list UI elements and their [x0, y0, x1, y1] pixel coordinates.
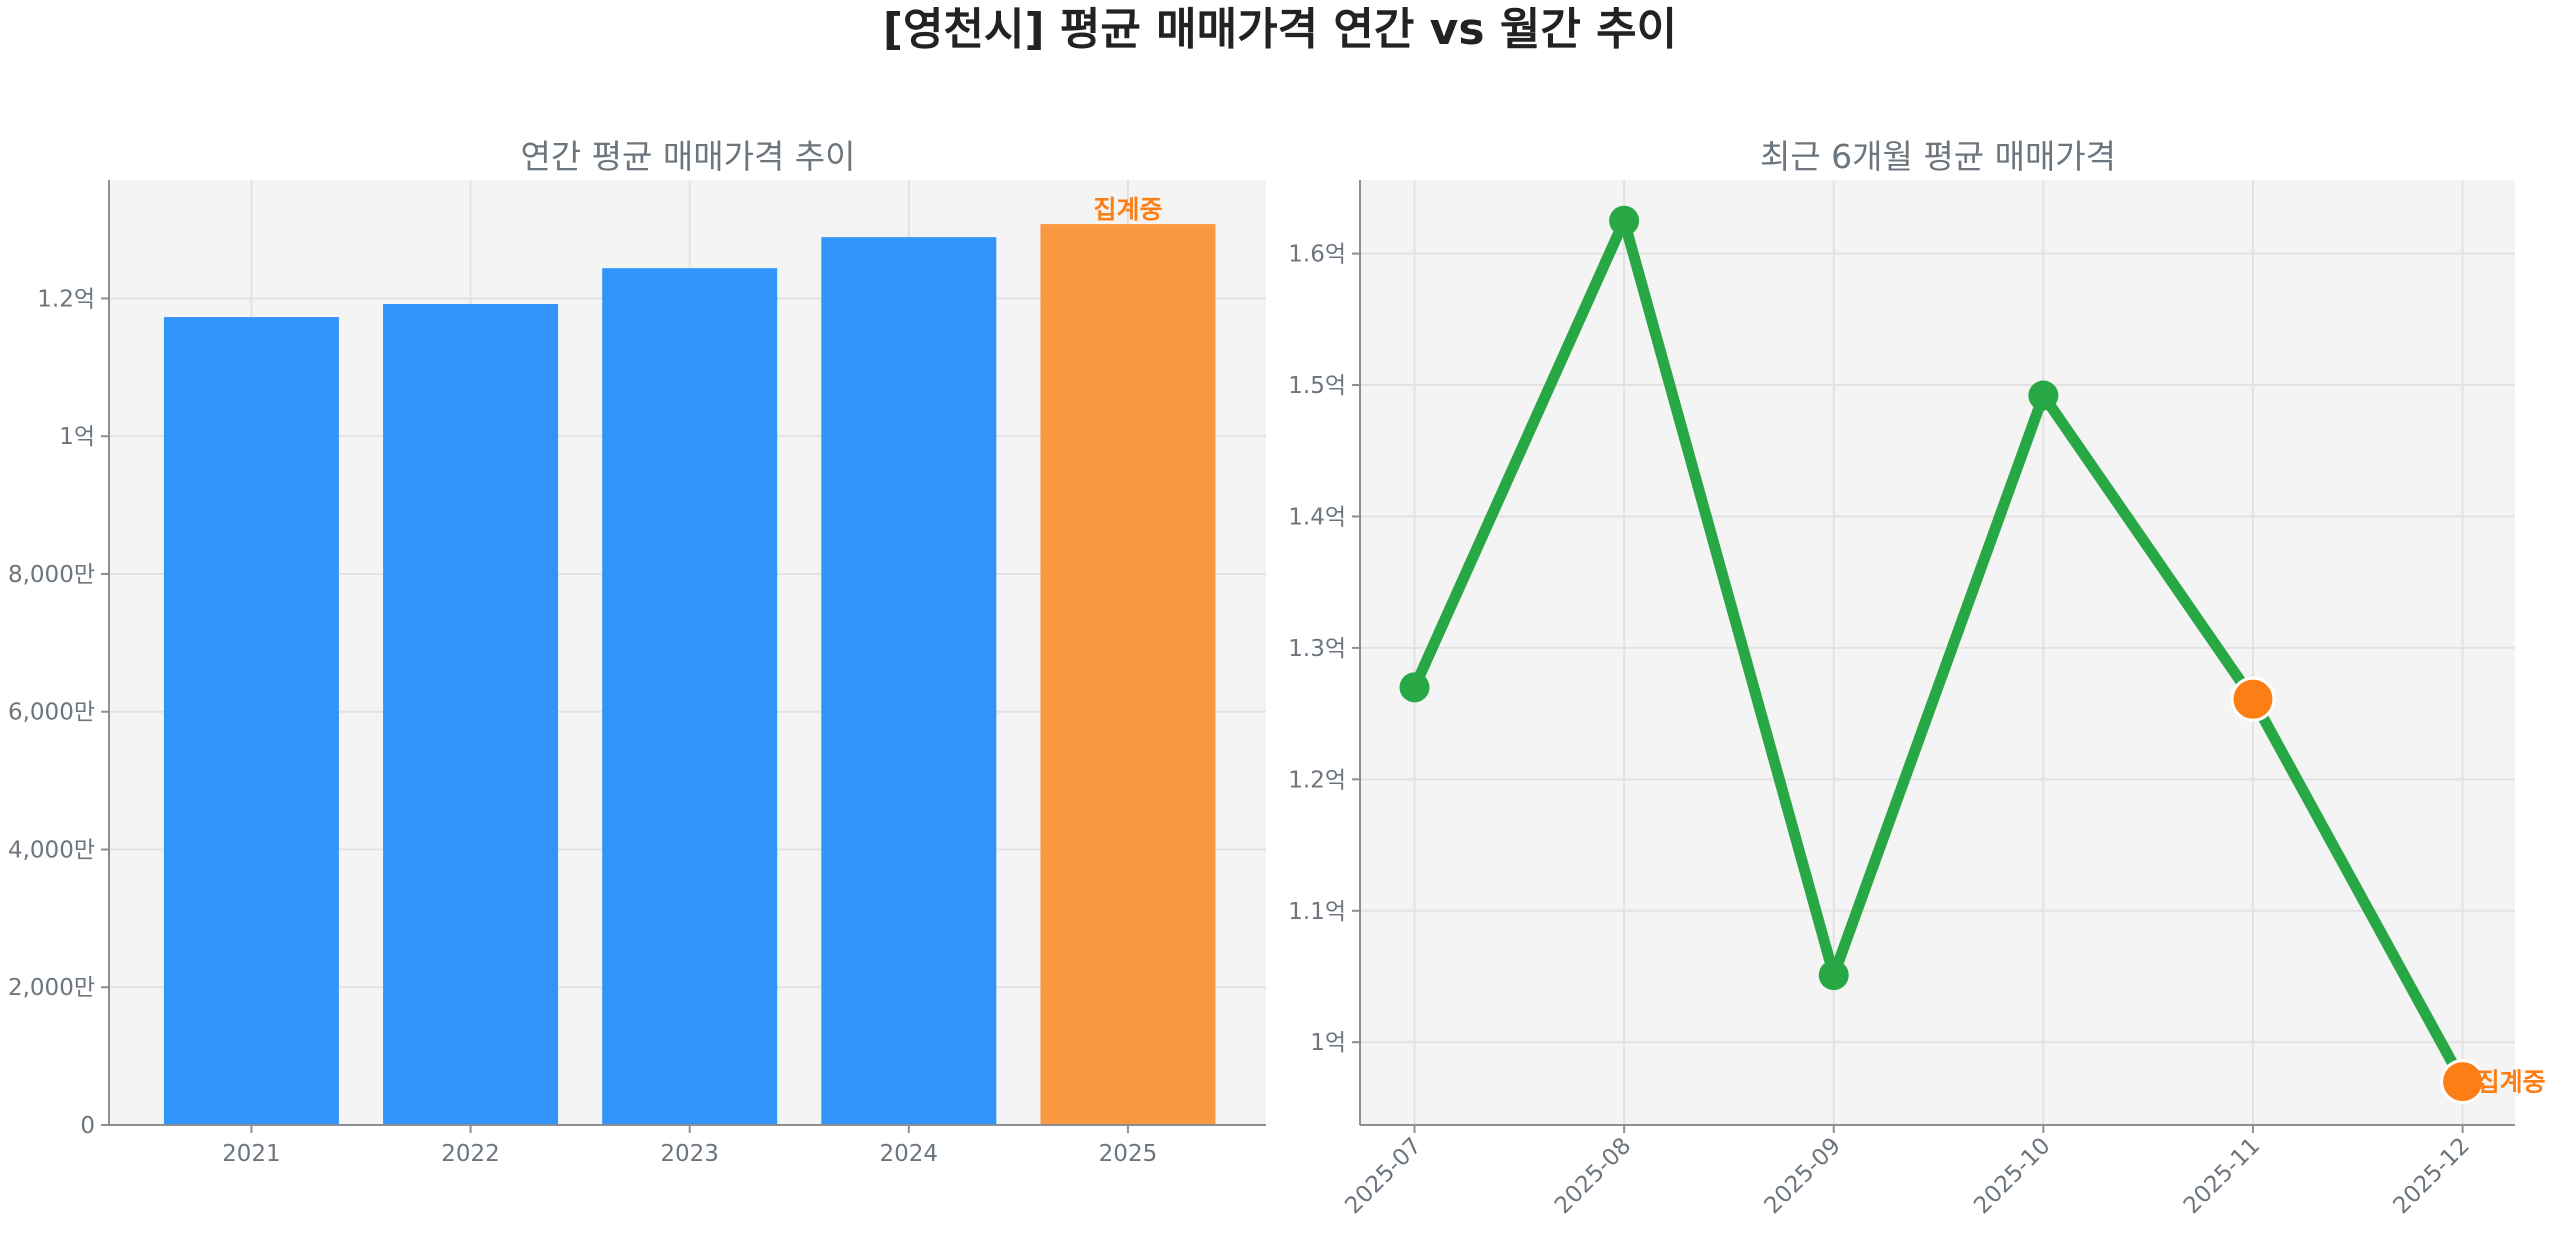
x-tick-label: 2022: [441, 1141, 500, 1167]
x-tick-label: 2025-10: [1969, 1133, 2055, 1219]
y-tick-label: 1.3억: [1288, 636, 1346, 662]
x-tick-label: 2025-08: [1550, 1133, 1636, 1219]
y-tick-label: 1억: [1310, 1030, 1346, 1056]
annotation-label: 집계중: [2477, 1068, 2546, 1097]
right-chart-title: 최근 6개월 평균 매매가격: [1760, 137, 2116, 176]
data-point-2025-12: [2440, 1059, 2486, 1105]
series-line: [1409, 215, 2468, 1085]
y-tick-label: 1.6억: [1288, 242, 1346, 268]
y-tick-label: 0: [80, 1113, 95, 1139]
y-tick-label: 4,000만: [8, 837, 95, 863]
data-point-2025-09: [1818, 960, 1849, 991]
bar-2024: [821, 237, 997, 1126]
y-tick-label: 1.5억: [1288, 373, 1346, 399]
y-tick-label: 6,000만: [8, 700, 95, 726]
x-tick-label: 2025-12: [2388, 1133, 2474, 1219]
annotation-label: 집계중: [1093, 195, 1162, 224]
bar-2021: [163, 317, 339, 1126]
x-tick-label: 2021: [222, 1141, 281, 1167]
data-point-2025-08: [1609, 205, 1640, 236]
bar-2022: [383, 303, 559, 1125]
y-tick-label: 1.2억: [1288, 767, 1346, 793]
y-tick-label: 8,000만: [8, 562, 95, 588]
x-tick-label: 2023: [660, 1141, 719, 1167]
figure-title: [영천시] 평균 매매가격 연간 vs 월간 추이: [883, 4, 1677, 55]
y-tick-label: 1.2억: [37, 286, 95, 312]
x-tick-label: 2024: [880, 1141, 939, 1167]
y-tick-label: 1.1억: [1288, 899, 1346, 925]
x-tick-label: 2025-11: [2179, 1133, 2265, 1219]
left-chart: 0 2,000만 4,000만 6,000만 8,000만 1억 1.2억 2021 2022 2…: [8, 180, 1266, 1167]
data-point-2025-07: [1399, 672, 1430, 703]
data-point-2025-11: [2230, 676, 2276, 722]
y-tick-label: 1.4억: [1288, 504, 1346, 530]
plot-background: [1360, 180, 2515, 1125]
right-chart: 1억 1.1억 1.2억 1.3억 1.4억 1.5억 1.6억 2025-07 2025-08…: [1288, 180, 2546, 1219]
y-tick-label: 2,000만: [8, 975, 95, 1001]
x-tick-label: 2025-07: [1340, 1133, 1426, 1219]
left-chart-title: 연간 평균 매매가격 추이: [520, 137, 855, 176]
x-tick-label: 2025-09: [1760, 1133, 1846, 1219]
x-tick-label: 2025: [1099, 1141, 1158, 1167]
bar-2023: [602, 268, 778, 1125]
y-tick-label: 1억: [59, 424, 95, 450]
bar-2025: [1040, 224, 1216, 1125]
data-point-2025-10: [2028, 380, 2059, 411]
